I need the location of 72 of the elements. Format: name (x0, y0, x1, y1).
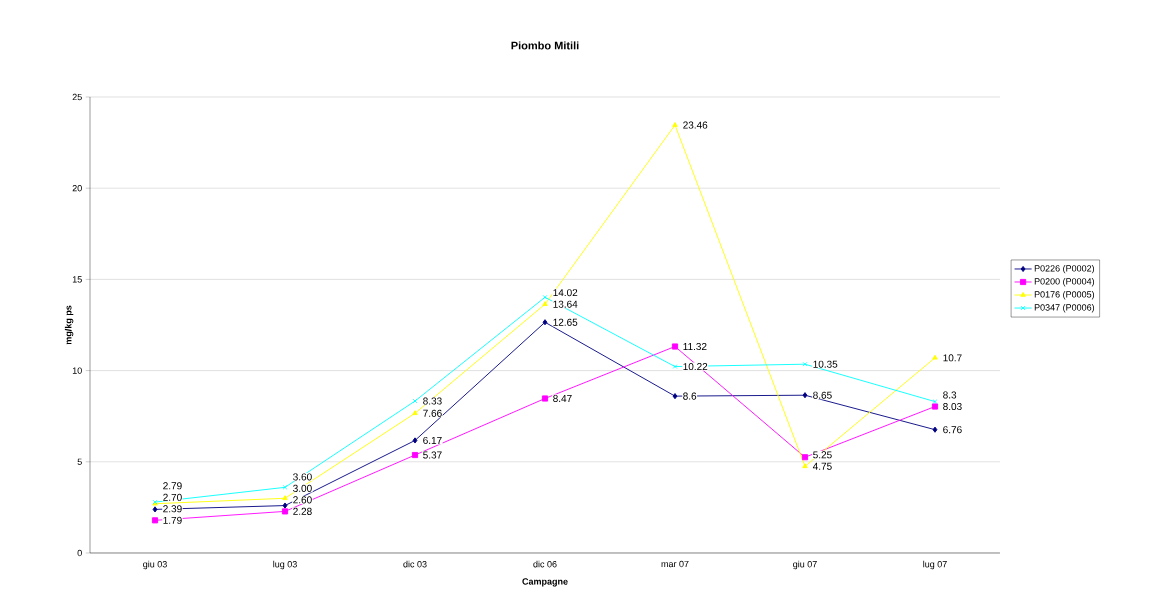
point (281, 508, 289, 515)
data-label: 23.46 (683, 121, 708, 129)
y-tick-label: 10 (72, 367, 82, 374)
point (542, 294, 548, 300)
data-label: 8.3 (943, 391, 957, 399)
y-tick-label: 0 (77, 549, 82, 557)
data-label: 8.65 (813, 391, 832, 399)
data-label: 10.35 (813, 360, 838, 368)
data-label: 2.60 (293, 496, 312, 504)
point (541, 395, 549, 402)
point (282, 502, 288, 509)
point (542, 301, 548, 306)
y-tick-label: 5 (77, 458, 82, 465)
point (411, 451, 419, 459)
y-tick-label: 15 (72, 276, 82, 283)
legend-label: P0200 (P0004) (1034, 277, 1095, 287)
point (931, 403, 939, 410)
data-label: 6.76 (943, 426, 962, 434)
x-axis-title: Campagne (522, 578, 568, 587)
data-label: 14.02 (553, 289, 578, 297)
point (152, 506, 158, 513)
x-tick-label: dic 06 (533, 560, 557, 568)
legend-label: P0176 (P0005) (1034, 291, 1095, 300)
data-label: 8.6 (683, 392, 697, 400)
point (802, 463, 808, 469)
y-tick-label: 20 (72, 185, 82, 192)
data-label: 2.70 (163, 493, 182, 501)
point (671, 343, 679, 350)
data-label: 6.17 (423, 436, 442, 444)
data-label: 8.33 (423, 397, 442, 405)
data-label: 2.79 (163, 482, 182, 490)
y-tick-label: 25 (72, 93, 82, 101)
data-label: 3.60 (293, 473, 312, 481)
data-label: 13.64 (553, 300, 578, 308)
point (932, 426, 938, 433)
point (151, 517, 159, 524)
point (282, 495, 288, 501)
data-label: 10.7 (943, 354, 962, 362)
point (801, 454, 809, 461)
data-label: 3.00 (293, 484, 312, 492)
data-label: 10.22 (683, 363, 708, 371)
data-label: 4.75 (812, 462, 832, 470)
point (412, 410, 418, 416)
data-label: 11.32 (683, 342, 707, 351)
data-label: 8.03 (943, 402, 962, 411)
data-label: 1.79 (163, 516, 182, 524)
point (802, 392, 808, 399)
data-label: 7.66 (423, 409, 442, 417)
point (282, 485, 288, 490)
x-tick-label: dic 03 (403, 560, 427, 568)
data-label: 8.47 (553, 394, 572, 403)
chart-title: Piombo Mitili (511, 41, 579, 50)
data-label: 2.39 (163, 505, 182, 513)
point (412, 437, 418, 444)
point (542, 319, 548, 326)
point (672, 393, 678, 400)
y-axis-title: mg/kg ps (64, 305, 74, 345)
x-tick-label: giu 07 (793, 560, 817, 570)
point (932, 354, 938, 360)
point (672, 364, 678, 369)
legend-label: P0347 (P0006) (1034, 304, 1095, 313)
data-label: 5.37 (423, 451, 442, 459)
point (802, 361, 808, 367)
x-tick-label: mar 07 (661, 560, 689, 568)
x-tick-label: lug 07 (923, 560, 947, 570)
legend-label: P0226 (P0002) (1034, 264, 1095, 274)
data-label: 5.25 (813, 451, 832, 459)
x-tick-label: giu 03 (143, 560, 167, 570)
point (672, 122, 678, 127)
data-label: 12.65 (553, 318, 578, 326)
data-label: 2.28 (293, 507, 312, 515)
x-tick-label: lug 03 (273, 560, 297, 570)
